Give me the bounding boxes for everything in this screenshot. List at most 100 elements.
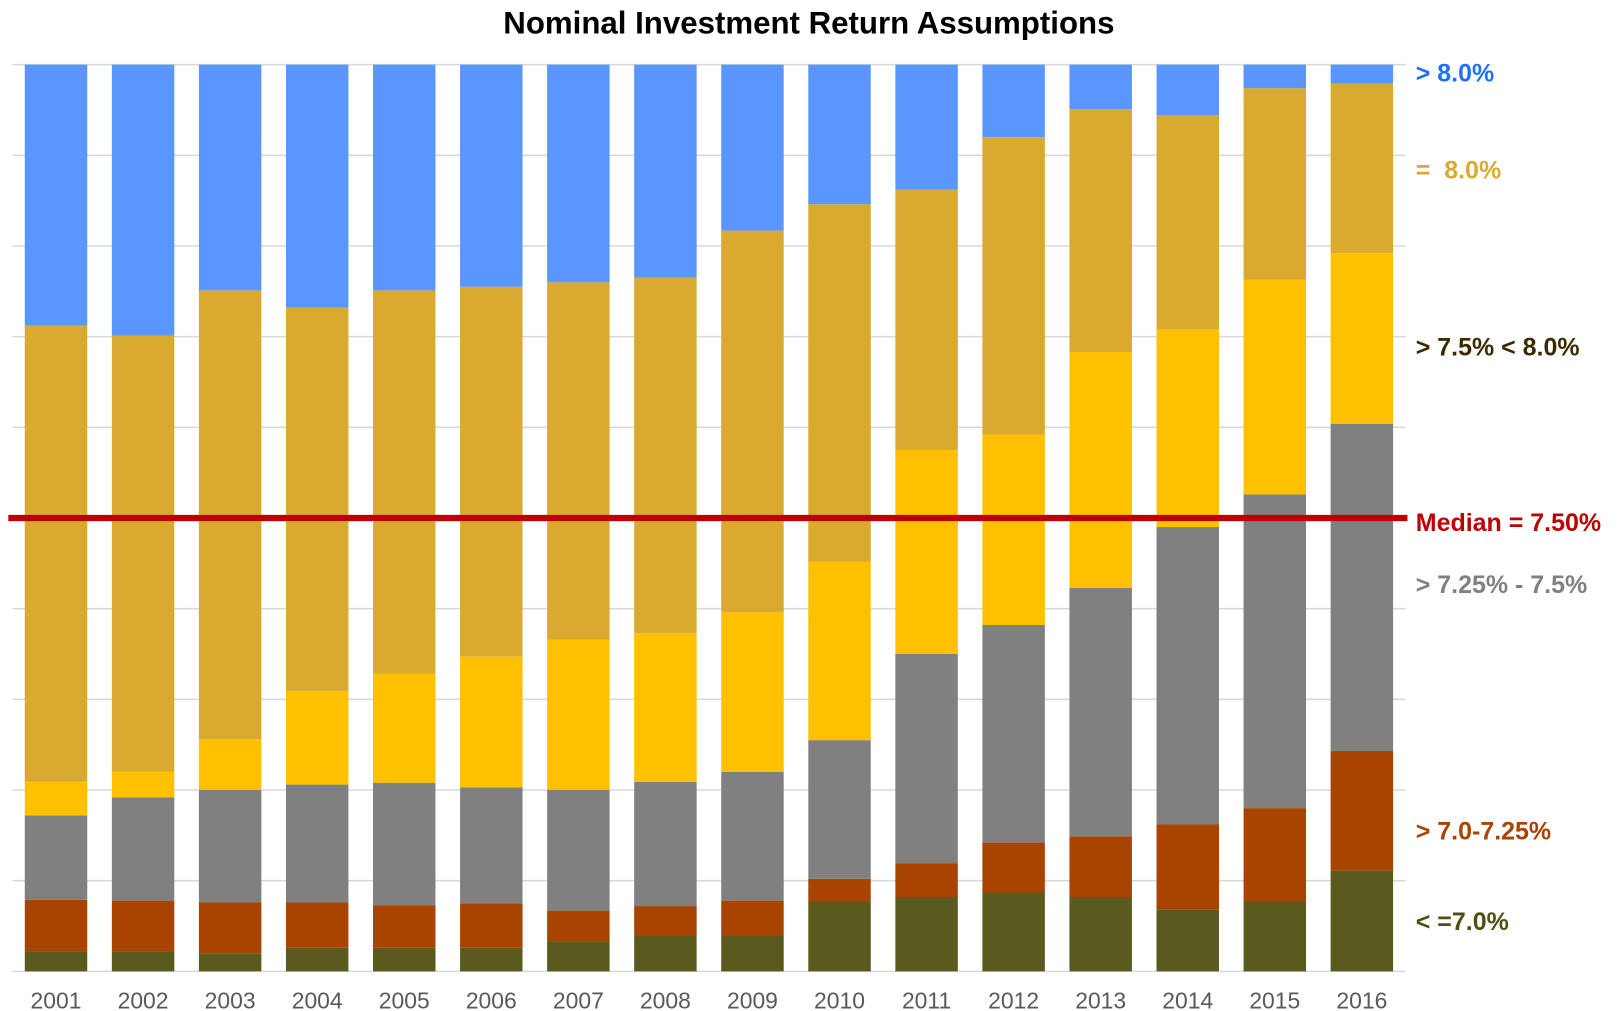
bar-segment <box>721 771 784 901</box>
bar-segment <box>1243 279 1307 495</box>
bar-segment <box>1156 909 1219 972</box>
bar-segment <box>547 64 610 283</box>
bar-segment <box>895 189 958 450</box>
bar-segment <box>1156 64 1219 116</box>
x-tick-label: 2002 <box>118 988 169 1011</box>
bar-segment <box>111 64 175 336</box>
bar-segment <box>721 935 784 972</box>
bar-segment <box>373 290 436 674</box>
bar-segment <box>373 947 436 972</box>
bar-segment <box>373 673 436 783</box>
bar-segment <box>808 878 871 902</box>
bar-segment <box>460 64 523 287</box>
bar-segment <box>1330 64 1394 84</box>
bar-segment <box>111 797 175 901</box>
x-tick-label: 2003 <box>205 988 256 1011</box>
x-tick-label: 2005 <box>379 988 430 1011</box>
bar-segment <box>1330 83 1394 254</box>
bar-segment <box>373 782 436 906</box>
x-tick-label: 2008 <box>640 988 691 1011</box>
bar-segment <box>808 204 871 562</box>
bar-segment <box>634 906 697 936</box>
bar-segment <box>198 902 262 954</box>
bar-segment <box>285 64 349 308</box>
bar-segment <box>808 561 871 741</box>
bar-segment <box>111 900 175 952</box>
bar-segment <box>198 953 262 972</box>
bar-segment <box>982 64 1045 138</box>
bar-segment <box>634 633 697 782</box>
x-tick-label: 2007 <box>553 988 604 1011</box>
bar-segment <box>1243 901 1307 972</box>
bar-segment <box>1156 824 1219 910</box>
x-tick-label: 2006 <box>466 988 517 1011</box>
bar-segment <box>460 947 523 972</box>
x-tick-label: 2011 <box>902 988 951 1011</box>
bar-segment <box>1243 808 1307 902</box>
bar-segment <box>1069 352 1132 588</box>
bar-segment <box>1156 115 1219 330</box>
bar-segment <box>547 941 610 972</box>
bar-segment <box>808 740 871 879</box>
bar-segment <box>460 656 523 788</box>
x-tick-label: 2004 <box>292 988 343 1011</box>
bar-segment <box>285 307 349 692</box>
bar-segment <box>1330 870 1394 972</box>
bar-segment <box>111 771 175 798</box>
bar-segment <box>1156 329 1219 528</box>
bar-segment <box>1069 587 1132 837</box>
bar-segment <box>198 64 262 291</box>
bar-segment <box>460 286 523 657</box>
median-label: Median = 7.50% <box>1416 509 1601 537</box>
bar-segment <box>982 434 1045 625</box>
x-tick-label: 2015 <box>1249 988 1300 1011</box>
bar-segment <box>982 137 1045 435</box>
bar-segment <box>721 612 784 772</box>
bar-segment <box>895 449 958 655</box>
bar-segment <box>634 781 697 907</box>
x-tick-label: 2012 <box>988 988 1039 1011</box>
bar-segment <box>24 899 88 952</box>
chart-title: Nominal Investment Return Assumptions <box>503 5 1114 40</box>
bar-segment <box>1156 527 1219 825</box>
bar-segment <box>111 335 175 772</box>
bar-segment <box>547 282 610 640</box>
bar-segment <box>1330 751 1394 871</box>
bar-segment <box>24 64 88 326</box>
legend-label: > 7.0-7.25% <box>1416 817 1551 845</box>
x-tick-label: 2016 <box>1336 988 1387 1011</box>
bar-segment <box>285 947 349 972</box>
bar-segment <box>1243 88 1307 280</box>
x-tick-label: 2014 <box>1162 988 1213 1011</box>
bar-segment <box>547 639 610 791</box>
bar-segment <box>1330 253 1394 424</box>
bar-segment <box>634 935 697 972</box>
bar-segment <box>111 951 175 972</box>
bar-segment <box>1330 423 1394 752</box>
bar-segment <box>24 815 88 900</box>
bar-segment <box>982 624 1045 843</box>
bar-segment <box>24 951 88 972</box>
bar-segment <box>721 64 784 231</box>
bar-segment <box>198 290 262 740</box>
bar-segment <box>721 230 784 613</box>
bar-segment <box>460 903 523 948</box>
bar-segment <box>808 901 871 972</box>
bar-segment <box>982 892 1045 972</box>
x-tick-label: 2013 <box>1075 988 1126 1011</box>
bar-segment <box>285 784 349 903</box>
legend-label: < =7.0% <box>1416 908 1509 936</box>
bar-segment <box>895 897 958 972</box>
bar-segment <box>634 277 697 634</box>
x-tick-label: 2010 <box>814 988 865 1011</box>
bar-segment <box>1069 897 1132 972</box>
x-tick-label: 2009 <box>727 988 778 1011</box>
bar-segment <box>808 64 871 205</box>
bar-segment <box>547 790 610 911</box>
bar-segment <box>1069 64 1132 110</box>
legend-label: > 7.25% - 7.5% <box>1416 571 1587 599</box>
bar-segment <box>895 654 958 864</box>
bar-segment <box>1069 836 1132 898</box>
x-tick-label: 2001 <box>31 988 82 1011</box>
